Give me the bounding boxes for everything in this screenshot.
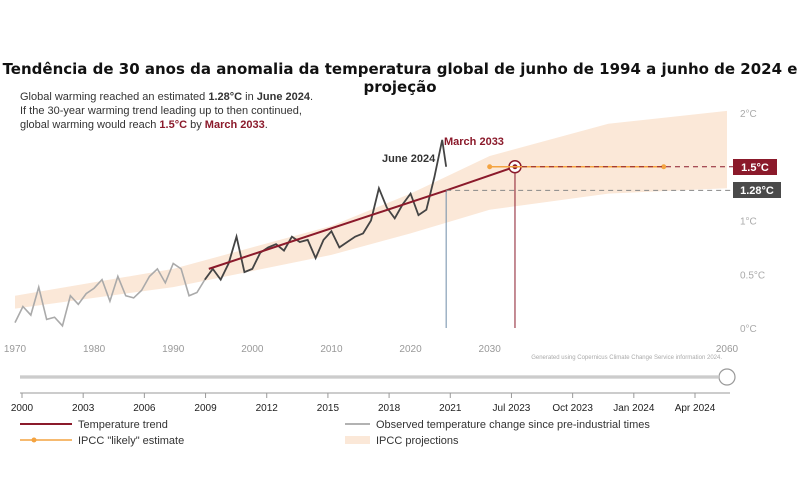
x-tick-5: 2020 — [399, 344, 422, 355]
legend-trend: Temperature trend — [20, 419, 168, 431]
legend-observed: Observed temperature change since pre-in… — [345, 419, 650, 431]
note-line-3: global warming would reach 1.5°C by Marc… — [20, 119, 268, 131]
x-tick-0: 1970 — [4, 344, 27, 355]
projection-band-area — [15, 110, 727, 309]
svg-text:IPCC "likely" estimate: IPCC "likely" estimate — [78, 435, 184, 447]
timeline-label-9: Oct 2023 — [552, 403, 593, 414]
timeline-label-1: 2003 — [72, 403, 95, 414]
badge-1-28: 1.28°C — [733, 182, 781, 198]
timeline-label-2: 2006 — [133, 403, 156, 414]
trend-line — [208, 165, 516, 270]
svg-text:1.5°C: 1.5°C — [741, 162, 769, 174]
timeline-labels: 2000 2003 2006 2009 2012 2015 2018 2021 Jul 2023… — [11, 393, 716, 414]
y-tick-2: 1°C — [740, 217, 757, 228]
timeline-label-0: 2000 — [11, 403, 34, 414]
y-tick-3: 2°C — [740, 109, 757, 120]
x-tick-7: 2060 — [716, 344, 739, 355]
ipcc-likely-point-1 — [661, 164, 667, 170]
x-tick-1: 1980 — [83, 344, 106, 355]
svg-text:IPCC projections: IPCC projections — [376, 435, 459, 447]
y-tick-0: 0°C — [740, 324, 757, 335]
observed-line-recent — [204, 139, 448, 282]
y-tick-1: 0.5°C — [740, 270, 765, 281]
observed-series — [14, 139, 448, 328]
credit-text: Generated using Copernicus Climate Chang… — [531, 355, 722, 361]
timeline-label-6: 2018 — [378, 403, 401, 414]
timeline-label-8: Jul 2023 — [493, 403, 531, 414]
ipcc-likely-point-0 — [487, 164, 493, 170]
timeline-label-5: 2015 — [317, 403, 340, 414]
badge-1-5: 1.5°C — [733, 159, 777, 175]
timeline-label-10: Jan 2024 — [613, 403, 655, 414]
svg-text:Observed temperature change si: Observed temperature change since pre-in… — [376, 419, 650, 431]
chart-title: Tendência de 30 anos da anomalia da temp… — [2, 60, 798, 96]
svg-text:Temperature trend: Temperature trend — [78, 419, 168, 431]
x-tick-2: 1990 — [162, 344, 185, 355]
x-tick-3: 2000 — [241, 344, 264, 355]
march-2033-label: March 2033 — [444, 136, 504, 148]
x-tick-4: 2010 — [320, 344, 343, 355]
timeline-slider-handle[interactable] — [718, 368, 736, 386]
reference-lines — [446, 166, 733, 191]
note-line-1: Global warming reached an estimated 1.28… — [20, 91, 313, 103]
marker-lines — [445, 166, 516, 328]
note-line-2: If the 30-year warming trend leading up … — [20, 105, 302, 117]
svg-text:1.28°C: 1.28°C — [740, 185, 774, 197]
timeline-label-3: 2009 — [194, 403, 217, 414]
ipcc-projection-band — [15, 110, 727, 309]
observed-line-early — [14, 262, 214, 328]
legend-ipcc-projections: IPCC projections — [345, 435, 459, 447]
legend-ipcc-likely: IPCC "likely" estimate — [20, 435, 184, 447]
timeline-label-7: 2021 — [439, 403, 462, 414]
x-tick-6: 2030 — [479, 344, 502, 355]
y-axis-ticks: 0°C 0.5°C 1°C 2°C — [740, 109, 765, 335]
timeline-label-11: Apr 2024 — [675, 403, 716, 414]
june-2024-label: June 2024 — [382, 153, 436, 165]
x-axis-ticks: 1970 1980 1990 2000 2010 2020 2030 2060 — [4, 344, 739, 355]
timeline-label-4: 2012 — [256, 403, 279, 414]
